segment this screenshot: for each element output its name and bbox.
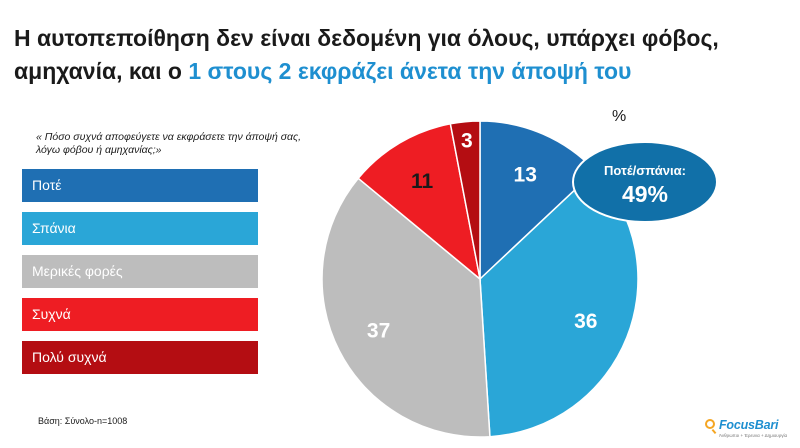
slice-label: 13 xyxy=(514,164,537,187)
pie-slice xyxy=(321,177,491,438)
title-line-2-plain: αμηχανία, και ο xyxy=(14,58,189,84)
legend-item: Ποτέ xyxy=(22,169,258,202)
company-logo: FocusBari Άνθρωποι + Έρευνα + Δημιουργία xyxy=(705,418,795,446)
survey-question: « Πόσο συχνά αποφεύγετε να εκφράσετε την… xyxy=(36,131,302,156)
pie-slice xyxy=(357,122,482,281)
chart-legend: Ποτέ Σπάνια Μερικές φορές Συχνά Πολύ συχνά xyxy=(22,169,258,384)
slice-label: 36 xyxy=(574,310,597,333)
legend-item: Συχνά xyxy=(22,298,258,331)
title-line-2-highlight: 1 στους 2 εκφράζει άνετα την άποψή του xyxy=(188,58,632,84)
magnifier-icon xyxy=(705,419,715,429)
callout-value: 49% xyxy=(622,181,668,207)
legend-item: Σπάνια xyxy=(22,212,258,245)
title-line-2: αμηχανία, και ο 1 στους 2 εκφράζει άνετα… xyxy=(14,55,734,88)
page-title: Η αυτοπεποίθηση δεν είναι δεδομένη για ό… xyxy=(14,22,734,88)
callout-bubble xyxy=(572,141,718,223)
title-line-1: Η αυτοπεποίθηση δεν είναι δεδομένη για ό… xyxy=(14,25,719,51)
slice-label: 11 xyxy=(411,170,434,193)
slice-label: 37 xyxy=(367,320,390,343)
legend-item: Πολύ συχνά xyxy=(22,341,258,374)
callout-label: Ποτέ/σπάνια: xyxy=(604,163,686,178)
base-note: Βάση: Σύνολο-n=1008 xyxy=(38,416,128,426)
logo-tagline: Άνθρωποι + Έρευνα + Δημιουργία xyxy=(719,433,788,438)
legend-item: Μερικές φορές xyxy=(22,255,258,288)
slice-label: 3 xyxy=(461,130,473,153)
unit-label: % xyxy=(612,108,627,125)
pie-slice xyxy=(449,120,481,280)
logo-name: FocusBari xyxy=(719,418,779,432)
